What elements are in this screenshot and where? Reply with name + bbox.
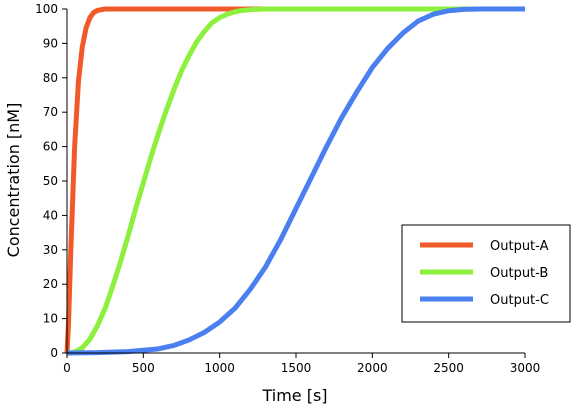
y-tick-label: 100	[35, 2, 58, 16]
x-tick-label: 1500	[281, 361, 312, 375]
x-axis-title: Time [s]	[261, 386, 327, 405]
legend-label-output-b: Output-B	[490, 266, 548, 281]
x-tick-label: 2500	[433, 361, 464, 375]
y-tick-label: 50	[43, 174, 58, 188]
legend-label-output-c: Output-C	[490, 293, 549, 308]
series-layer	[64, 6, 525, 356]
x-tick-label: 3000	[510, 361, 541, 375]
x-tick-label: 500	[132, 361, 155, 375]
x-tick-label: 2000	[357, 361, 388, 375]
y-tick-label: 30	[43, 243, 58, 257]
y-axis-title: Concentration [nM]	[4, 103, 23, 258]
y-tick-label: 20	[43, 277, 58, 291]
x-tick-label: 1000	[204, 361, 235, 375]
y-tick-label: 70	[43, 105, 58, 119]
y-tick-label: 10	[43, 312, 58, 326]
series-line-output-c	[66, 6, 525, 356]
y-tick-label: 60	[43, 140, 58, 154]
y-tick-label: 80	[43, 71, 58, 85]
y-tick-label: 40	[43, 208, 58, 222]
y-tick-label: 90	[43, 36, 58, 50]
y-tick-label: 0	[50, 346, 58, 360]
legend: Output-A Output-B Output-C	[401, 224, 571, 323]
ticks: 0 500 1000 1500 2000 2500 3000 0 10 20 30 40 50 60 70 8…	[35, 2, 540, 375]
legend-label-output-a: Output-A	[490, 239, 549, 254]
x-tick-label: 0	[63, 361, 71, 375]
series-line-output-b	[66, 6, 525, 356]
